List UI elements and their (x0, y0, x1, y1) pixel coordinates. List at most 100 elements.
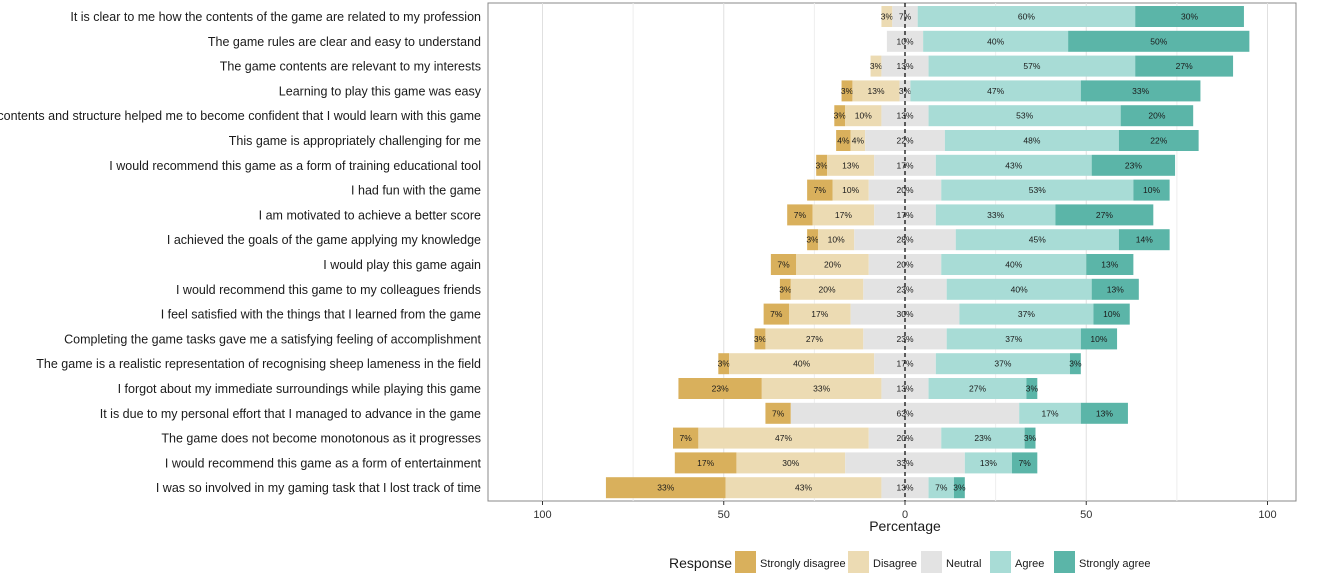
bar-segment (892, 6, 918, 27)
segment-value-label: 10% (1103, 309, 1120, 319)
bar-segment (807, 229, 818, 251)
legend-item: Agree (990, 551, 1044, 573)
segment-value-label: 13% (1101, 260, 1118, 270)
bar-segment (941, 179, 1134, 201)
segment-value-label: 48% (1023, 136, 1040, 146)
bar-row: 3% 13% 17% 43% 23% (815, 154, 1176, 176)
segment-value-label: 3% (815, 160, 828, 170)
legend-label: Strongly disagree (760, 558, 846, 570)
bar-segment (928, 105, 1121, 127)
segment-value-label: 7% (777, 260, 790, 270)
x-tick-label: 50 (718, 509, 730, 521)
bar-row: 17% 30% 33% 13% 7% (674, 452, 1038, 474)
segment-value-label: 10% (855, 111, 872, 121)
segment-value-label: 45% (1029, 235, 1046, 245)
bar-segment (928, 378, 1027, 399)
segment-value-label: 3% (834, 111, 847, 121)
legend-swatch (990, 551, 1011, 573)
segment-value-label: 40% (1011, 284, 1028, 294)
segment-value-label: 20% (896, 185, 913, 195)
legend-item: Disagree (848, 551, 917, 573)
legend: Response Strongly disagree Disagree Neutra… (669, 551, 1151, 573)
bar-segment (964, 452, 1012, 474)
question-labels: It is clear to me how the contents of th… (0, 10, 482, 495)
x-axis-title: Percentage (869, 518, 941, 534)
bar-row: 4% 4% 22% 48% 22% (836, 130, 1199, 151)
bar-segment (725, 477, 882, 499)
question-label: I forgot about my immediate surroundings… (118, 382, 481, 396)
bar-segment (863, 328, 947, 350)
bars-layer: 3% 7% 60% 30% 10% 40% 50% 3% 13% 57% 27% 3% 13% 3% 47%… (605, 6, 1250, 499)
bar-segment (1024, 427, 1036, 449)
bar-segment (923, 30, 1069, 52)
bar-row: 10% 40% 50% (886, 30, 1250, 52)
segment-value-label: 7% (814, 185, 827, 195)
bar-segment (832, 179, 869, 201)
bar-segment (946, 278, 1092, 300)
bar-segment (955, 229, 1119, 251)
bar-segment (935, 353, 1070, 375)
bar-row: 7% 10% 20% 53% 10% (807, 179, 1170, 201)
segment-value-label: 3% (754, 334, 767, 344)
legend-swatch (848, 551, 869, 573)
bar-segment (854, 229, 956, 251)
segment-value-label: 63% (896, 408, 913, 418)
segment-value-label: 27% (1096, 210, 1113, 220)
bar-row: 23% 33% 13% 27% 3% (678, 378, 1038, 399)
bar-segment (1055, 204, 1154, 226)
bar-segment (1069, 353, 1081, 375)
bar-segment (1019, 402, 1081, 424)
bar-segment (818, 229, 855, 251)
question-label: The game is a realistic representation o… (36, 357, 481, 371)
segment-value-label: 33% (987, 210, 1004, 220)
segment-value-label: 33% (896, 458, 913, 468)
bar-segment (770, 254, 797, 275)
segment-value-label: 43% (1005, 160, 1022, 170)
segment-value-label: 7% (899, 12, 912, 22)
bar-segment (807, 179, 833, 201)
question-label: The game contents are relevant to my int… (220, 60, 481, 74)
bar-segment (816, 154, 828, 176)
bar-row: 3% 7% 60% 30% (881, 6, 1244, 27)
segment-value-label: 17% (835, 210, 852, 220)
question-label: I am motivated to achieve a better score (259, 208, 481, 222)
question-label: I would recommend this game to my collea… (176, 283, 481, 297)
bar-segment (946, 328, 1081, 350)
bar-segment (605, 477, 726, 499)
segment-value-label: 7% (770, 309, 783, 319)
bar-segment (1026, 378, 1038, 399)
x-tick-label: 100 (1258, 509, 1276, 521)
bar-segment (1118, 229, 1170, 251)
segment-value-label: 23% (1125, 160, 1142, 170)
segment-value-label: 27% (1176, 61, 1193, 71)
bar-segment (868, 179, 942, 201)
bar-segment (845, 105, 882, 127)
bar-segment (674, 452, 737, 474)
question-label: I feel satisfied with the things that I … (161, 308, 481, 322)
bar-segment (850, 130, 866, 151)
bar-segment (763, 303, 789, 325)
bar-segment (1080, 402, 1128, 424)
question-label: The game rules are clear and easy to und… (208, 35, 481, 49)
segment-value-label: 3% (718, 359, 731, 369)
bar-row: 3% 27% 23% 37% 10% (754, 328, 1118, 350)
bar-segment (959, 303, 1094, 325)
bar-segment (935, 204, 1056, 226)
legend-label: Neutral (946, 558, 981, 570)
segment-value-label: 22% (896, 136, 913, 146)
question-label: Completing the game tasks gave me a sati… (64, 332, 481, 346)
segment-value-label: 17% (697, 458, 714, 468)
question-label: The contents and structure helped me to … (0, 109, 481, 123)
segment-value-label: 20% (824, 260, 841, 270)
bar-segment (779, 278, 791, 300)
question-label: I would recommend this game as a form of… (165, 456, 482, 470)
segment-value-label: 40% (793, 359, 810, 369)
bar-segment (845, 452, 965, 474)
segment-value-label: 3% (1026, 384, 1039, 394)
bar-segment (1120, 105, 1194, 127)
bar-segment (941, 427, 1025, 449)
segment-value-label: 7% (794, 210, 807, 220)
bar-segment (1080, 328, 1118, 350)
bar-segment (1133, 179, 1170, 201)
segment-value-label: 13% (980, 458, 997, 468)
